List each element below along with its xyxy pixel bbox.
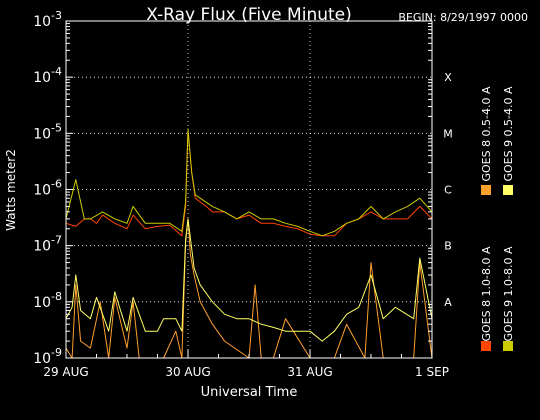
y-tick-label: 10-5 xyxy=(33,121,62,142)
series-line xyxy=(65,128,433,237)
legend-label: GOES 9 1.0-8.0 A xyxy=(502,246,515,342)
y-tick-label: 10-7 xyxy=(33,234,62,255)
flare-class-label: B xyxy=(444,240,452,253)
legend-swatch xyxy=(481,341,491,351)
series-line xyxy=(65,218,433,342)
flare-class-label: A xyxy=(444,296,452,309)
x-tick-label: 30 AUG xyxy=(165,365,210,379)
y-tick-label: 10-4 xyxy=(33,65,62,86)
y-axis-label: Watts meter2 xyxy=(4,149,18,231)
flare-class-label: C xyxy=(444,184,452,197)
legend-swatch xyxy=(503,341,513,351)
x-tick-label: 29 AUG xyxy=(43,365,88,379)
y-tick-label: 10-6 xyxy=(33,178,62,199)
flare-class-label: X xyxy=(444,71,452,84)
legend-swatch xyxy=(481,185,491,195)
x-axis-label: Universal Time xyxy=(201,385,298,400)
y-tick-label: 10-9 xyxy=(33,346,62,367)
begin-label: BEGIN: 8/29/1997 0000 xyxy=(398,11,528,24)
x-tick-label: 1 SEP xyxy=(415,365,449,379)
y-tick-label: 10-3 xyxy=(33,9,62,30)
x-tick-label: 31 AUG xyxy=(287,365,332,379)
series-line xyxy=(65,218,433,359)
y-tick-label: 10-8 xyxy=(33,290,62,311)
legend-swatch xyxy=(503,185,513,195)
legend-label: GOES 9 0.5-4.0 A xyxy=(502,86,515,182)
series-line xyxy=(65,130,433,237)
legend-label: GOES 8 0.5-4.0 A xyxy=(480,86,493,182)
legend-label: GOES 8 1.0-8.0 A xyxy=(480,246,493,342)
chart-title: X-Ray Flux (Five Minute) xyxy=(146,5,352,25)
flare-class-label: M xyxy=(443,127,453,140)
